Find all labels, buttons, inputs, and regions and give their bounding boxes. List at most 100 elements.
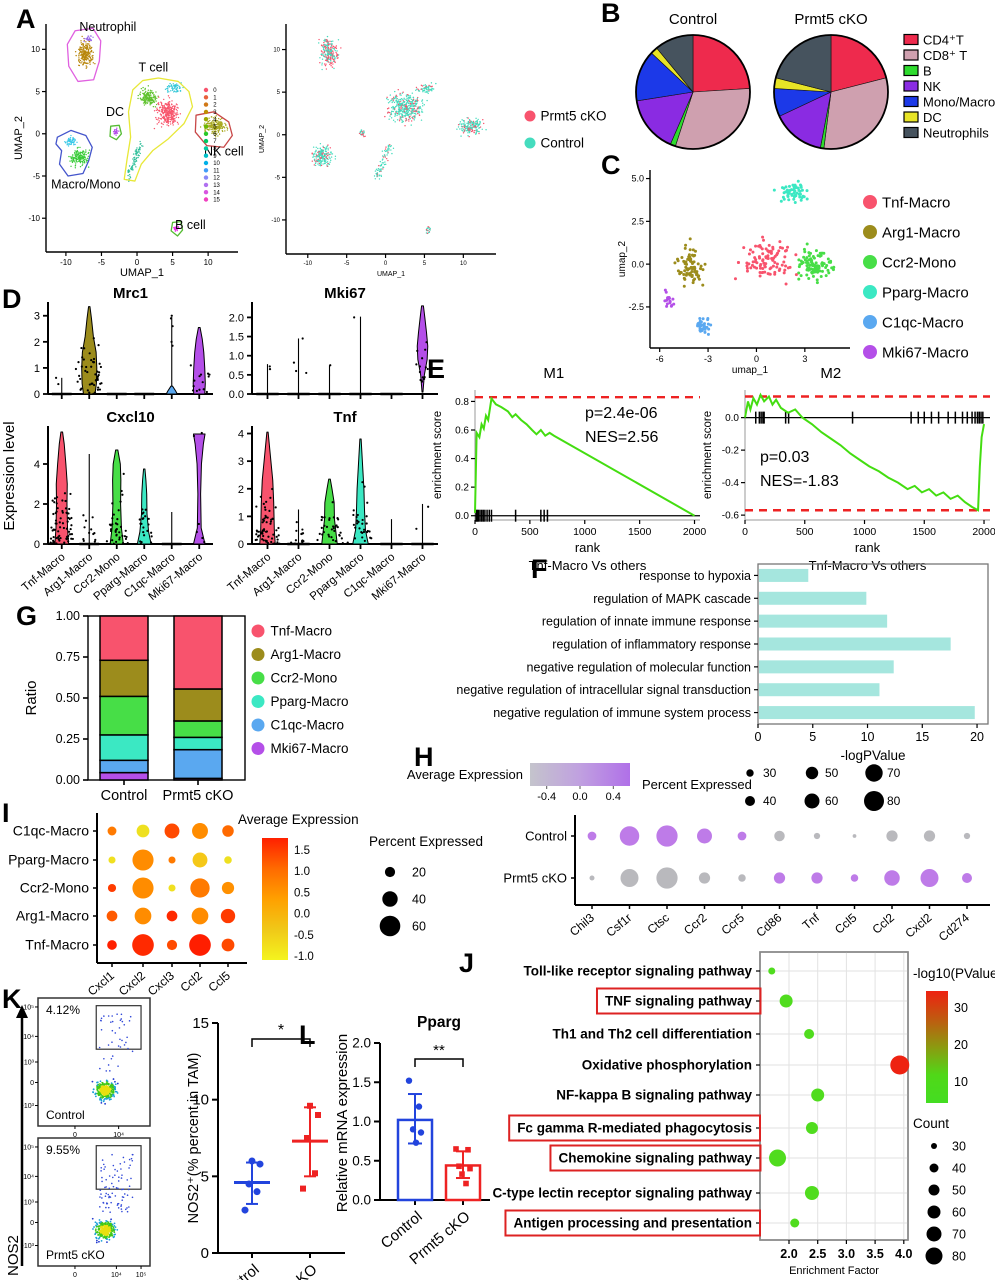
svg-text:0.0: 0.0 bbox=[229, 389, 244, 401]
svg-text:DC: DC bbox=[106, 105, 124, 119]
svg-text:2: 2 bbox=[238, 484, 244, 496]
svg-text:10⁴: 10⁴ bbox=[113, 1132, 124, 1139]
svg-text:Prmt5 cKO: Prmt5 cKO bbox=[46, 1248, 105, 1262]
svg-text:10³: 10³ bbox=[24, 1200, 35, 1207]
svg-text:Tnf: Tnf bbox=[800, 910, 823, 932]
svg-text:5: 5 bbox=[201, 1168, 209, 1185]
svg-text:2.5: 2.5 bbox=[631, 216, 644, 226]
svg-text:Control: Control bbox=[46, 1108, 85, 1122]
svg-text:0.5: 0.5 bbox=[229, 370, 244, 382]
svg-text:0: 0 bbox=[201, 1245, 209, 1262]
svg-text:2000: 2000 bbox=[683, 526, 707, 538]
svg-text:response to hypoxia: response to hypoxia bbox=[639, 569, 751, 583]
svg-text:Chil3: Chil3 bbox=[567, 910, 597, 939]
svg-text:15: 15 bbox=[213, 198, 220, 204]
svg-text:13: 13 bbox=[213, 183, 220, 189]
svg-text:0.50: 0.50 bbox=[56, 691, 80, 705]
svg-text:0.5: 0.5 bbox=[352, 1153, 371, 1168]
svg-text:0: 0 bbox=[73, 1132, 77, 1139]
svg-text:0.0: 0.0 bbox=[631, 259, 644, 269]
svg-text:0.6: 0.6 bbox=[455, 426, 469, 437]
svg-text:negative regulation of molecul: negative regulation of molecular functio… bbox=[527, 660, 751, 674]
svg-text:Toll-like receptor signaling p: Toll-like receptor signaling pathway bbox=[523, 964, 752, 979]
svg-text:-6: -6 bbox=[656, 354, 664, 364]
svg-text:2: 2 bbox=[213, 103, 217, 109]
svg-text:Csf1r: Csf1r bbox=[603, 911, 634, 940]
svg-text:14: 14 bbox=[213, 190, 220, 196]
svg-text:-5: -5 bbox=[344, 261, 350, 267]
svg-text:enrichment score: enrichment score bbox=[432, 411, 444, 499]
svg-text:3: 3 bbox=[213, 110, 217, 116]
svg-text:Prmt5 cKO: Prmt5 cKO bbox=[503, 871, 567, 886]
svg-text:Ccl5: Ccl5 bbox=[832, 910, 860, 936]
svg-text:40: 40 bbox=[412, 893, 426, 907]
macrophage-subcluster-umap: -6 -3 0 3 -2.5 0.0 2.5 5.0 umap_1 umap_2 Tnf-Macro… bbox=[617, 170, 969, 376]
svg-text:10: 10 bbox=[213, 161, 220, 167]
svg-text:rank: rank bbox=[575, 540, 601, 555]
svg-text:-0.4: -0.4 bbox=[722, 478, 740, 489]
svg-text:UMAP_2: UMAP_2 bbox=[259, 125, 266, 153]
svg-text:4: 4 bbox=[238, 429, 244, 441]
svg-text:**: ** bbox=[433, 1042, 445, 1059]
svg-text:0.0: 0.0 bbox=[294, 909, 310, 921]
svg-text:10⁴: 10⁴ bbox=[23, 1034, 34, 1041]
panel-k-label: K bbox=[2, 984, 22, 1014]
svg-text:Tnf-Macro: Tnf-Macro bbox=[271, 624, 333, 639]
svg-text:0: 0 bbox=[30, 1080, 34, 1087]
svg-text:*: * bbox=[278, 1022, 284, 1039]
svg-text:30: 30 bbox=[954, 1001, 968, 1015]
svg-text:2.5: 2.5 bbox=[809, 1247, 826, 1261]
svg-text:9.55%: 9.55% bbox=[46, 1143, 80, 1157]
svg-text:T cell: T cell bbox=[139, 60, 169, 74]
svg-text:80: 80 bbox=[952, 1250, 966, 1264]
svg-text:Cd274: Cd274 bbox=[936, 910, 972, 944]
svg-text:M1: M1 bbox=[543, 365, 564, 382]
svg-text:Tnf-Macro: Tnf-Macro bbox=[25, 937, 89, 953]
svg-text:Control: Control bbox=[669, 11, 717, 28]
svg-text:Chemokine signaling pathway: Chemokine signaling pathway bbox=[558, 1151, 752, 1166]
svg-text:Relative mRNA expression: Relative mRNA expression bbox=[334, 1034, 351, 1212]
svg-text:UMAP_1: UMAP_1 bbox=[377, 271, 405, 278]
svg-text:Mki67-Macro: Mki67-Macro bbox=[271, 741, 349, 756]
svg-text:0.0: 0.0 bbox=[455, 511, 469, 522]
svg-text:-0.6: -0.6 bbox=[722, 511, 740, 522]
kegg-pathway-dotplot: Toll-like receptor signaling pathway TNF … bbox=[492, 951, 995, 1277]
svg-text:regulation of inflammatory res: regulation of inflammatory response bbox=[552, 638, 751, 652]
svg-text:Prmt5 cKO: Prmt5 cKO bbox=[794, 11, 867, 28]
svg-text:Cxcl2: Cxcl2 bbox=[902, 910, 934, 940]
panel-c-label: C bbox=[601, 150, 621, 180]
svg-text:Percent Expressed: Percent Expressed bbox=[642, 777, 752, 792]
svg-text:10⁴: 10⁴ bbox=[23, 1174, 34, 1181]
svg-text:Arg1-Macro: Arg1-Macro bbox=[16, 908, 89, 924]
svg-text:Count: Count bbox=[913, 1116, 949, 1131]
svg-text:Arg1-Macro: Arg1-Macro bbox=[271, 647, 342, 662]
svg-text:1.5: 1.5 bbox=[294, 845, 310, 857]
svg-text:-0.5: -0.5 bbox=[294, 930, 314, 942]
svg-text:10: 10 bbox=[460, 261, 467, 267]
svg-text:30: 30 bbox=[952, 1140, 966, 1154]
svg-text:5.0: 5.0 bbox=[631, 174, 644, 184]
svg-text:Expression level: Expression level bbox=[1, 421, 18, 530]
svg-text:C1qc-Macro: C1qc-Macro bbox=[271, 718, 345, 733]
svg-text:Average Expression: Average Expression bbox=[238, 812, 359, 827]
svg-text:Ratio: Ratio bbox=[23, 680, 40, 715]
svg-text:0: 0 bbox=[213, 88, 217, 94]
svg-text:0: 0 bbox=[277, 133, 281, 139]
svg-text:0.8: 0.8 bbox=[455, 397, 469, 408]
svg-text:20: 20 bbox=[954, 1038, 968, 1052]
svg-text:p=2.4e-06: p=2.4e-06 bbox=[585, 405, 658, 422]
umap-all-clusters-plot: -10 -5 0 5 10-10-50510UMAP_1UMAP_2Neutrophil… bbox=[13, 20, 244, 279]
panel-i-label: I bbox=[2, 798, 10, 828]
svg-text:Prmt5 cKO: Prmt5 cKO bbox=[541, 109, 607, 124]
svg-text:10⁴: 10⁴ bbox=[111, 1272, 122, 1279]
svg-text:20: 20 bbox=[970, 730, 984, 744]
svg-text:12: 12 bbox=[213, 176, 220, 182]
svg-text:5: 5 bbox=[170, 258, 175, 267]
svg-text:5: 5 bbox=[213, 125, 217, 131]
svg-text:-3: -3 bbox=[704, 354, 712, 364]
svg-text:3: 3 bbox=[34, 311, 40, 323]
svg-text:0.00: 0.00 bbox=[56, 773, 80, 787]
svg-text:60: 60 bbox=[412, 920, 426, 934]
svg-text:Cd86: Cd86 bbox=[753, 910, 784, 939]
svg-text:B cell: B cell bbox=[175, 218, 206, 232]
